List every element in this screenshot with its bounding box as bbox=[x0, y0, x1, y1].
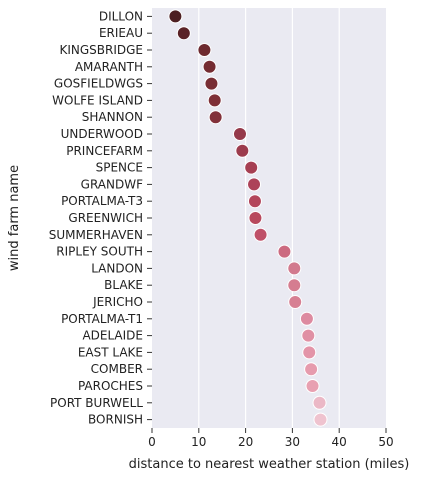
y-tick-label: PORT BURWELL bbox=[50, 396, 143, 410]
data-point bbox=[253, 227, 268, 242]
y-tick-label: SPENCE bbox=[96, 161, 143, 175]
y-tick-label: JERICHO bbox=[92, 295, 143, 309]
data-point bbox=[299, 311, 314, 326]
data-point bbox=[204, 76, 219, 91]
data-point bbox=[305, 379, 320, 393]
y-tick-label: ADELAIDE bbox=[82, 329, 143, 343]
y-tick-label: SHANNON bbox=[82, 110, 143, 124]
y-tick-label: SUMMERHAVEN bbox=[49, 228, 143, 242]
x-tick-label: 0 bbox=[148, 435, 156, 449]
data-point bbox=[247, 194, 262, 209]
y-tick-label: UNDERWOOD bbox=[61, 127, 143, 141]
data-point bbox=[176, 26, 191, 41]
data-point bbox=[302, 345, 317, 360]
x-axis-label: distance to nearest weather station (mil… bbox=[129, 457, 410, 472]
data-point bbox=[313, 412, 328, 427]
x-tick-label: 30 bbox=[285, 435, 300, 449]
y-tick-label: DILLON bbox=[99, 9, 143, 23]
x-tick-labels: 0 10 20 30 40 50 bbox=[148, 428, 394, 449]
x-tick-label: 20 bbox=[238, 435, 253, 449]
data-point bbox=[244, 160, 259, 175]
y-tick-label: PORTALMA-T1 bbox=[61, 312, 143, 326]
x-tick-label: 10 bbox=[191, 435, 206, 449]
data-point bbox=[247, 177, 262, 192]
data-point bbox=[207, 93, 222, 108]
data-points bbox=[168, 9, 328, 427]
y-tick-label: BORNISH bbox=[88, 413, 143, 427]
y-tick-label: BLAKE bbox=[104, 278, 143, 292]
data-point bbox=[304, 362, 319, 377]
y-tick-label: RIPLEY SOUTH bbox=[56, 245, 143, 259]
y-tick-label: GREENWICH bbox=[68, 211, 143, 225]
y-tick-labels: DILLON ERIEAU KINGSBRIDGE AMARANTH GOSFIELDW… bbox=[49, 9, 152, 427]
y-axis-label: wind farm name bbox=[7, 165, 22, 271]
y-tick-label: COMBER bbox=[91, 362, 143, 376]
data-point bbox=[168, 9, 183, 24]
data-point bbox=[288, 295, 303, 309]
y-tick-label: EAST LAKE bbox=[78, 345, 143, 359]
y-tick-label: KINGSBRIDGE bbox=[59, 43, 143, 57]
y-tick-label: PAROCHES bbox=[78, 379, 143, 393]
data-point bbox=[232, 127, 247, 141]
data-point bbox=[277, 244, 292, 259]
grid-lines bbox=[198, 8, 340, 428]
y-tick-label: PRINCEFARM bbox=[66, 144, 143, 158]
plot-background bbox=[152, 8, 386, 428]
y-tick-label: ERIEAU bbox=[99, 26, 143, 40]
y-tick-label: PORTALMA-T3 bbox=[61, 194, 143, 208]
data-point bbox=[301, 328, 316, 343]
data-point bbox=[208, 110, 223, 125]
x-tick-label: 50 bbox=[378, 435, 393, 449]
data-point bbox=[287, 278, 302, 293]
y-tick-label: AMARANTH bbox=[75, 60, 143, 74]
data-point bbox=[287, 261, 302, 276]
y-tick-label: GOSFIELDWGS bbox=[54, 77, 143, 91]
data-point bbox=[248, 211, 263, 225]
x-tick-label: 40 bbox=[332, 435, 347, 449]
data-point bbox=[197, 43, 212, 57]
y-tick-label: LANDON bbox=[91, 261, 143, 275]
data-point bbox=[202, 59, 217, 74]
y-tick-label: GRANDWF bbox=[81, 177, 143, 191]
data-point bbox=[312, 395, 327, 410]
data-point bbox=[235, 143, 250, 158]
y-tick-label: WOLFE ISLAND bbox=[52, 93, 143, 107]
